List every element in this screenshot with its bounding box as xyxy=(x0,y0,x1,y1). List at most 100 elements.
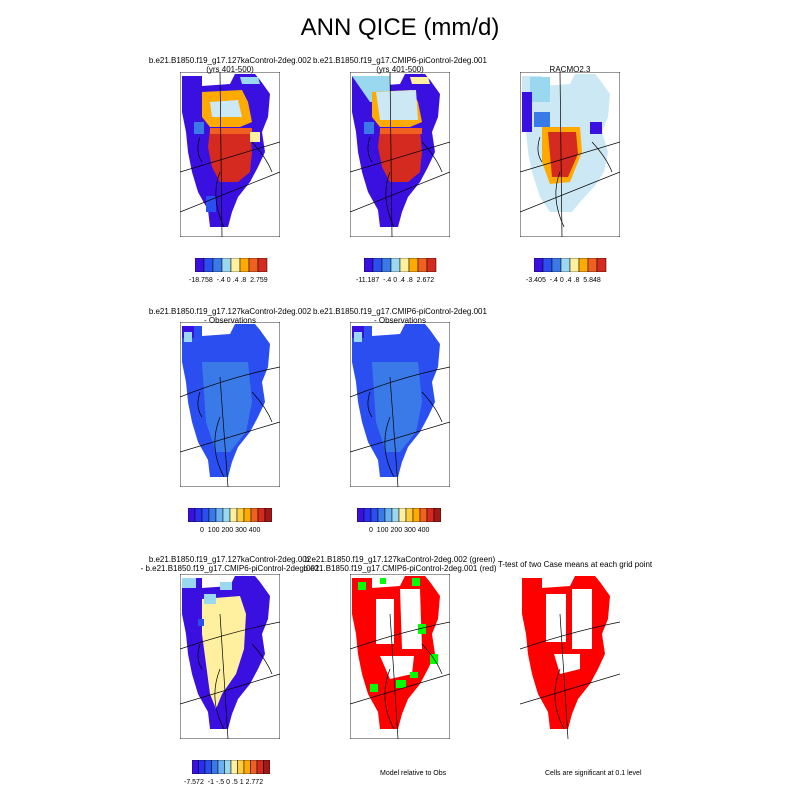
panel-title-r3p2: b.e21.B1850.f19_g17.127kaControl-2deg.00… xyxy=(300,555,500,573)
graticule xyxy=(350,613,450,739)
panel-title-r2p1: b.e21.B1850.f19_g17.127kaControl-2deg.00… xyxy=(130,307,330,325)
colorbar-cb2: -11.187 -.4 0 .4 .8 2.672 xyxy=(356,257,454,284)
colorbar-label: -.4 xyxy=(383,277,392,284)
panel-title-line1: b.e21.B1850.f19_g17.CMIP6-piControl-2deg… xyxy=(313,56,487,65)
graticule xyxy=(350,366,450,487)
colorbar-cb6: -7.572 -1 -.5 0 .5 1 2.772 xyxy=(184,759,292,786)
panel-title-r3p3: T-test of two Case means at each grid po… xyxy=(490,560,660,569)
map-panel-r3p2 xyxy=(350,574,450,739)
coastline xyxy=(197,391,273,478)
greenland-field xyxy=(182,324,270,477)
colorbar-labels: 0 100 200 300 400 xyxy=(200,527,278,534)
colorbar-label: 100 xyxy=(207,527,220,534)
colorbar-label: .4 xyxy=(565,277,572,284)
panel-title-r1p3: RACMO2.3 xyxy=(520,65,620,74)
colorbar-label: 0 xyxy=(226,277,231,284)
map-panel-r3p1 xyxy=(180,574,280,739)
map-panel-r1p1 xyxy=(180,72,280,237)
colorbar-label: 300 xyxy=(404,527,416,534)
panel-title-r1p2: b.e21.B1850.f19_g17.CMIP6-piControl-2deg… xyxy=(300,56,500,74)
colorbar-label: -1 xyxy=(207,779,214,786)
colorbar-label: 0 xyxy=(559,277,564,284)
graticule xyxy=(180,613,280,739)
panel-title-r2p2: b.e21.B1850.f19_g17.CMIP6-piControl-2deg… xyxy=(300,307,500,325)
colorbar-label: 400 xyxy=(417,527,430,534)
greenland-field xyxy=(182,576,270,729)
colorbar-swatches xyxy=(363,257,437,273)
panel-title-line1: T-test of two Case means at each grid po… xyxy=(497,560,653,569)
colorbar-labels: -11.187 -.4 0 .4 .8 2.672 xyxy=(356,277,454,284)
coastline xyxy=(197,643,273,730)
colorbar-label: .8 xyxy=(406,277,413,284)
colorbar-labels: 0 100 200 300 400 xyxy=(369,527,447,534)
colorbar-labels: -7.572 -1 -.5 0 .5 1 2.772 xyxy=(184,779,292,786)
greenland-field xyxy=(522,74,610,212)
coastline xyxy=(367,136,443,228)
colorbar-label: -.4 xyxy=(216,277,225,284)
greenland-field xyxy=(352,74,440,227)
colorbar-swatches xyxy=(191,759,271,775)
colorbar-label: 400 xyxy=(248,527,261,534)
colorbar-label: .8 xyxy=(573,277,580,284)
colorbar-swatches xyxy=(533,257,607,273)
panel-title-line2: - Observations xyxy=(373,316,427,325)
figure-title: ANN QICE (mm/d) xyxy=(300,14,500,41)
colorbar-label: -7.572 xyxy=(184,779,204,786)
coastline xyxy=(197,136,273,228)
colorbar-label: 300 xyxy=(235,527,247,534)
colorbar-label: -.5 xyxy=(215,779,225,786)
colorbar-label: -.4 xyxy=(549,277,558,284)
panel-title-r1p1: b.e21.B1850.f19_g17.127kaControl-2deg.00… xyxy=(130,56,330,74)
note-model-relative: Model relative to Obs xyxy=(380,770,447,777)
colorbar-cb1: -18.758 -.4 0 .4 .8 2.759 xyxy=(189,257,285,284)
graticule xyxy=(520,72,620,237)
panel-title-line1: RACMO2.3 xyxy=(549,65,591,74)
panel-title-line2: - Observations xyxy=(203,316,257,325)
colorbar-swatches xyxy=(194,257,268,273)
panel-title-line2: (yrs 401-500) xyxy=(206,65,254,74)
graticule xyxy=(350,72,450,237)
panel-title-line2: - b.e21.B1850.f19_g17.CMIP6-piControl-2d… xyxy=(140,564,320,573)
map-panel-r1p3 xyxy=(520,72,620,237)
colorbar-label: .8 xyxy=(240,277,247,284)
colorbar-cb5: 0 100 200 300 400 xyxy=(356,507,447,534)
coastline xyxy=(537,136,613,228)
colorbar-cb3: -3.405 -.4 0 .4 .8 5.848 xyxy=(526,257,624,284)
colorbar-label: 2.672 xyxy=(416,277,435,284)
greenland-field xyxy=(522,576,610,729)
graticule xyxy=(180,72,280,237)
colorbar-label: 2.759 xyxy=(250,277,268,284)
colorbar-label: 2.772 xyxy=(245,779,264,786)
panel-title-line1: b.e21.B1850.f19_g17.127kaControl-2deg.00… xyxy=(148,555,312,564)
panel-title-line1: b.e21.B1850.f19_g17.127kaControl-2deg.00… xyxy=(148,56,312,65)
colorbar-label: 200 xyxy=(221,527,234,534)
panel-title-line2: (yrs 401-500) xyxy=(376,65,424,74)
colorbar-label: -3.405 xyxy=(526,277,546,284)
colorbar-labels: -3.405 -.4 0 .4 .8 5.848 xyxy=(526,277,624,284)
greenland-field xyxy=(352,324,440,477)
colorbar-label: 0 xyxy=(393,277,398,284)
panel-title-line2: b.e21.B1850.f19_g17.CMIP6-piControl-2deg… xyxy=(303,564,497,573)
greenland-field xyxy=(352,576,440,729)
panel-title-line1: b.e21.B1850.f19_g17.127kaControl-2deg.00… xyxy=(148,307,312,316)
coastline xyxy=(367,391,443,478)
colorbar-label: .5 xyxy=(231,779,238,786)
coastline xyxy=(554,668,565,730)
map-panel-r1p2 xyxy=(350,72,450,237)
graticule xyxy=(180,366,280,487)
panel-title-line1: b.e21.B1850.f19_g17.127kaControl-2deg.00… xyxy=(304,555,496,564)
colorbar-swatches xyxy=(187,507,273,523)
graticule xyxy=(520,613,620,739)
colorbar-label: 0 xyxy=(200,527,204,534)
colorbar-label: -11.187 xyxy=(356,277,380,284)
colorbar-label: .4 xyxy=(399,277,405,284)
map-panel-r2p2 xyxy=(350,322,450,487)
colorbar-cb4: 0 100 200 300 400 xyxy=(187,507,278,534)
greenland-field xyxy=(182,74,270,227)
colorbar-label: 200 xyxy=(390,527,403,534)
colorbar-label: .4 xyxy=(232,277,239,284)
colorbar-label: 0 xyxy=(226,779,230,786)
note-significance: Cells are significant at 0.1 level xyxy=(545,770,642,777)
colorbar-label: 1 xyxy=(239,779,244,786)
panel-title-line1: b.e21.B1850.f19_g17.CMIP6-piControl-2deg… xyxy=(313,307,487,316)
